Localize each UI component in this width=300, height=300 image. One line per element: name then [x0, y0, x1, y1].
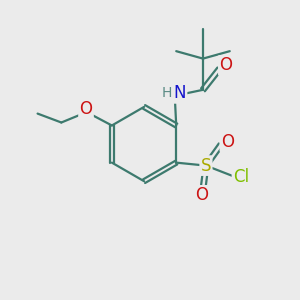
Text: H: H — [161, 86, 172, 100]
Text: O: O — [221, 133, 234, 151]
Text: S: S — [201, 157, 211, 175]
Text: N: N — [173, 84, 186, 102]
Text: O: O — [195, 186, 208, 204]
Text: O: O — [80, 100, 92, 118]
Text: O: O — [219, 56, 232, 74]
Text: Cl: Cl — [233, 169, 249, 187]
